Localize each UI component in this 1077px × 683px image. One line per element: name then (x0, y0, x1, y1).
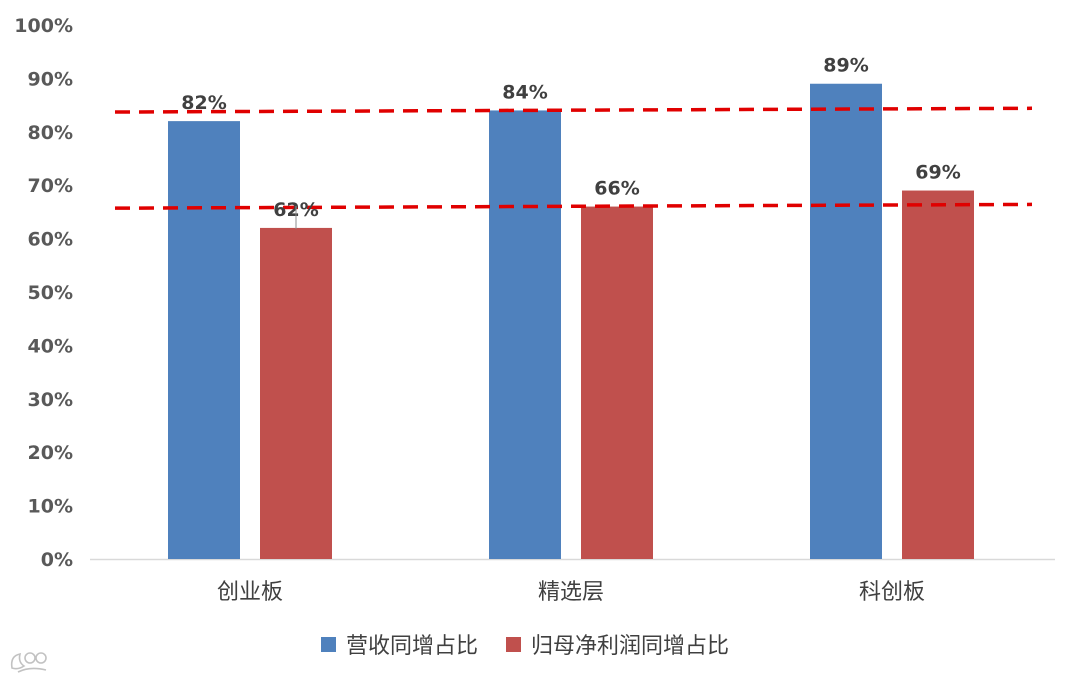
y-tick-label: 10% (28, 496, 73, 518)
watermark (8, 648, 50, 676)
reference-lines (114, 106, 1033, 210)
legend-label: 营收同增占比 (346, 634, 478, 659)
x-category-label: 创业板 (217, 580, 283, 605)
y-tick-label: 50% (28, 282, 73, 304)
reference-line-1 (114, 106, 1033, 114)
x-category-label: 精选层 (538, 580, 604, 605)
y-tick-label: 100% (14, 15, 73, 37)
bar-net-profit-1 (581, 206, 653, 559)
y-tick-label: 30% (28, 389, 73, 411)
bar-net-profit-2 (902, 190, 974, 560)
reference-line-2 (114, 202, 1033, 210)
data-label: 84% (502, 81, 547, 103)
bar-net-profit-0 (260, 227, 332, 560)
legend: 营收同增占比 归母净利润同增占比 (321, 634, 729, 659)
y-tick-label: 20% (28, 442, 73, 464)
legend-swatch (506, 637, 521, 652)
legend-label: 归母净利润同增占比 (531, 634, 729, 659)
bar-revenue-1 (489, 110, 561, 559)
bar-revenue-2 (810, 83, 882, 560)
x-axis: 创业板 精选层 科创板 (90, 558, 1055, 605)
y-axis: 0% 10% 20% 30% 40% 50% 60% 70% 80% 90% 100% (14, 15, 73, 571)
y-tick-label: 70% (28, 175, 73, 197)
bar-revenue-0 (168, 121, 240, 560)
y-tick-label: 0% (41, 549, 73, 571)
data-label: 89% (823, 55, 868, 77)
y-tick-label: 40% (28, 335, 73, 357)
bars (168, 83, 974, 560)
data-label: 66% (594, 178, 639, 200)
y-tick-label: 60% (28, 229, 73, 251)
watermark-logo-icon (10, 652, 47, 673)
y-tick-label: 90% (28, 68, 73, 90)
data-labels: 82% 84%89%62%66%69% (181, 55, 961, 229)
x-category-label: 科创板 (859, 580, 925, 605)
legend-swatch (321, 637, 336, 652)
data-label: 82% (181, 92, 226, 114)
y-tick-label: 80% (28, 122, 73, 144)
data-label: 69% (915, 162, 960, 184)
